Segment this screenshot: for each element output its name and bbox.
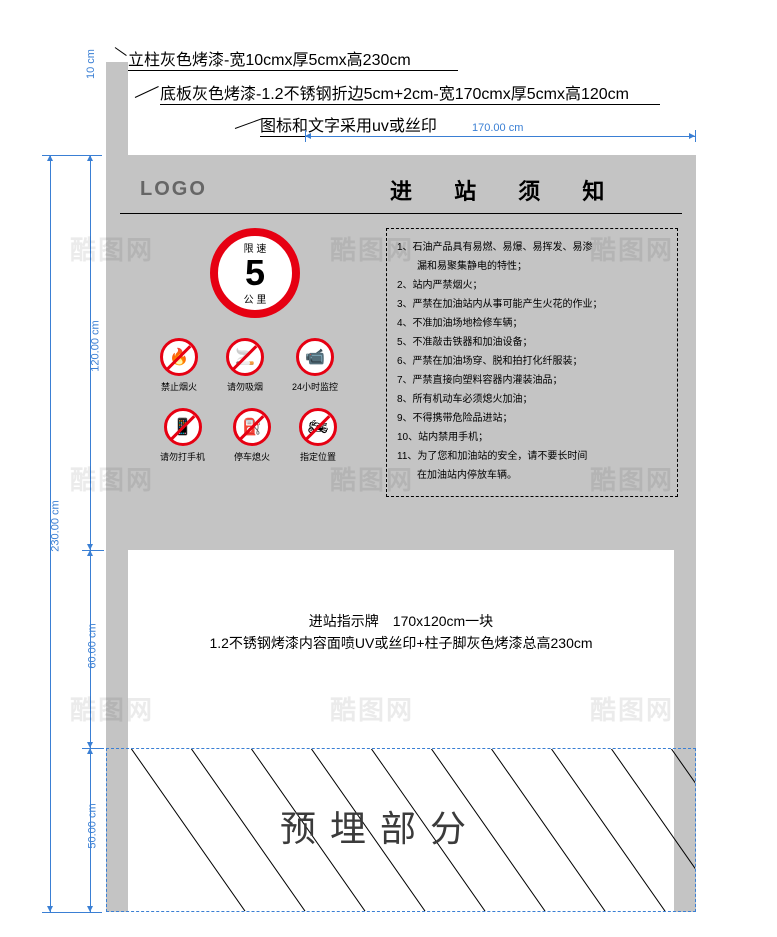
hatch-line bbox=[117, 748, 304, 912]
diagram-page: 立柱灰色烤漆-宽10cmx厚5cmx高230cm 底板灰色烤漆-1.2不锈钢折边… bbox=[0, 0, 777, 937]
icon-cctv-label: 24小时监控 bbox=[292, 380, 338, 393]
rule-8: 8、所有机动车必须熄火加油； bbox=[397, 391, 667, 409]
tick-120b bbox=[82, 550, 104, 551]
hatch-line bbox=[477, 748, 664, 912]
tick-bot bbox=[42, 912, 102, 913]
callout-3-text: 图标和文字采用uv或丝印 bbox=[260, 118, 437, 135]
tick-170-l bbox=[305, 130, 306, 142]
phone-icon: 📱 bbox=[173, 417, 193, 437]
callout-1: 立柱灰色烤漆-宽10cmx厚5cmx高230cm bbox=[128, 46, 458, 71]
rule-9: 9、不得携带危险品进站； bbox=[397, 410, 667, 428]
buried-label: 预埋部分 bbox=[280, 800, 480, 852]
rule-6: 6、严禁在加油场穿、脱和拍打化纤服装； bbox=[397, 353, 667, 371]
callout-3: 图标和文字采用uv或丝印 bbox=[260, 112, 450, 137]
dim-10cm: 10 cm bbox=[85, 49, 97, 79]
icon-engine-off-label: 停车熄火 bbox=[234, 450, 270, 463]
desc-line-2: 1.2不锈钢烤漆内容面喷UV或丝印+柱子脚灰色烤漆总高230cm bbox=[106, 632, 696, 654]
sign-title: 进 站 须 知 bbox=[390, 174, 622, 206]
rule-4: 4、不准加油场地检修车辆； bbox=[397, 315, 667, 333]
engine-icon: ⛽ bbox=[242, 417, 262, 437]
rule-7: 7、严禁直接向塑料容器内灌装油品； bbox=[397, 372, 667, 390]
rule-11: 11、为了您和加油站的安全，请不要长时间 bbox=[397, 448, 667, 466]
icon-designated-label: 指定位置 bbox=[300, 450, 336, 463]
speed-limit-sign: 限 速 5 公 里 bbox=[210, 228, 300, 318]
tick-60b bbox=[82, 748, 104, 749]
rule-1: 1、石油产品具有易燃、易爆、易挥发、易渗 bbox=[397, 239, 667, 257]
tick-top bbox=[42, 155, 102, 156]
speed-bot: 公 里 bbox=[244, 291, 267, 306]
rule-1b: 漏和易聚集静电的特性； bbox=[397, 258, 667, 276]
dim-120: 120.00 cm bbox=[90, 320, 102, 371]
dim-170: 170.00 cm bbox=[472, 122, 523, 134]
icon-no-phone: 📱 请勿打手机 bbox=[160, 408, 205, 463]
logo-text: LOGO bbox=[140, 178, 207, 201]
moto-icon: 🏍 bbox=[308, 417, 328, 437]
fire-icon: 🔥 bbox=[169, 347, 189, 367]
speed-num: 5 bbox=[245, 255, 265, 291]
icon-no-fire: 🔥 禁止烟火 bbox=[160, 338, 198, 393]
rule-3: 3、严禁在加油站内从事可能产生火花的作业； bbox=[397, 296, 667, 314]
rule-5: 5、不准敲击铁器和加油设备； bbox=[397, 334, 667, 352]
icon-designated: 🏍 指定位置 bbox=[299, 408, 337, 463]
dim-230: 230.00 cm bbox=[50, 500, 62, 551]
dim-170-arrow bbox=[305, 136, 695, 137]
icon-row-1: 🔥 禁止烟火 🚬 请勿吸烟 📹 24小时监控 bbox=[160, 338, 338, 393]
icon-no-phone-label: 请勿打手机 bbox=[160, 450, 205, 463]
dim-60: 60.00 cm bbox=[87, 623, 99, 668]
hatch-line bbox=[657, 748, 696, 912]
callout-2-leader bbox=[135, 86, 159, 98]
icon-no-smoke: 🚬 请勿吸烟 bbox=[226, 338, 264, 393]
callout-2: 底板灰色烤漆-1.2不锈钢折边5cm+2cm-宽170cmx厚5cmx高120c… bbox=[160, 80, 660, 105]
header-divider bbox=[120, 213, 682, 214]
icon-engine-off: ⛽ 停车熄火 bbox=[233, 408, 271, 463]
rule-11b: 在加油站内停放车辆。 bbox=[397, 467, 667, 485]
rule-10: 10、站内禁用手机； bbox=[397, 429, 667, 447]
description: 进站指示牌 170x120cm一块 1.2不锈钢烤漆内容面喷UV或丝印+柱子脚灰… bbox=[106, 610, 696, 655]
callout-1-leader bbox=[115, 47, 127, 56]
smoke-icon: 🚬 bbox=[235, 347, 255, 367]
callout-3-leader bbox=[235, 118, 262, 129]
callout-2-text: 底板灰色烤漆-1.2不锈钢折边5cm+2cm-宽170cmx厚5cmx高120c… bbox=[160, 86, 629, 103]
desc-line-1: 进站指示牌 170x120cm一块 bbox=[106, 610, 696, 632]
icon-no-smoke-label: 请勿吸烟 bbox=[227, 380, 263, 393]
watermark: 酷图网 bbox=[330, 690, 414, 727]
camera-icon: 📹 bbox=[305, 347, 325, 367]
hatch-line bbox=[537, 748, 696, 912]
tick-170-r bbox=[695, 130, 696, 142]
rules-box: 1、石油产品具有易燃、易爆、易挥发、易渗 漏和易聚集静电的特性； 2、站内严禁烟… bbox=[386, 228, 678, 497]
icon-row-2: 📱 请勿打手机 ⛽ 停车熄火 🏍 指定位置 bbox=[160, 408, 337, 463]
dim-50: 50.00 cm bbox=[87, 803, 99, 848]
rule-2: 2、站内严禁烟火； bbox=[397, 277, 667, 295]
hatch-line bbox=[597, 748, 696, 912]
icon-cctv: 📹 24小时监控 bbox=[292, 338, 338, 393]
callout-1-text: 立柱灰色烤漆-宽10cmx厚5cmx高230cm bbox=[128, 52, 411, 69]
icon-no-fire-label: 禁止烟火 bbox=[161, 380, 197, 393]
watermark: 酷图网 bbox=[590, 690, 674, 727]
